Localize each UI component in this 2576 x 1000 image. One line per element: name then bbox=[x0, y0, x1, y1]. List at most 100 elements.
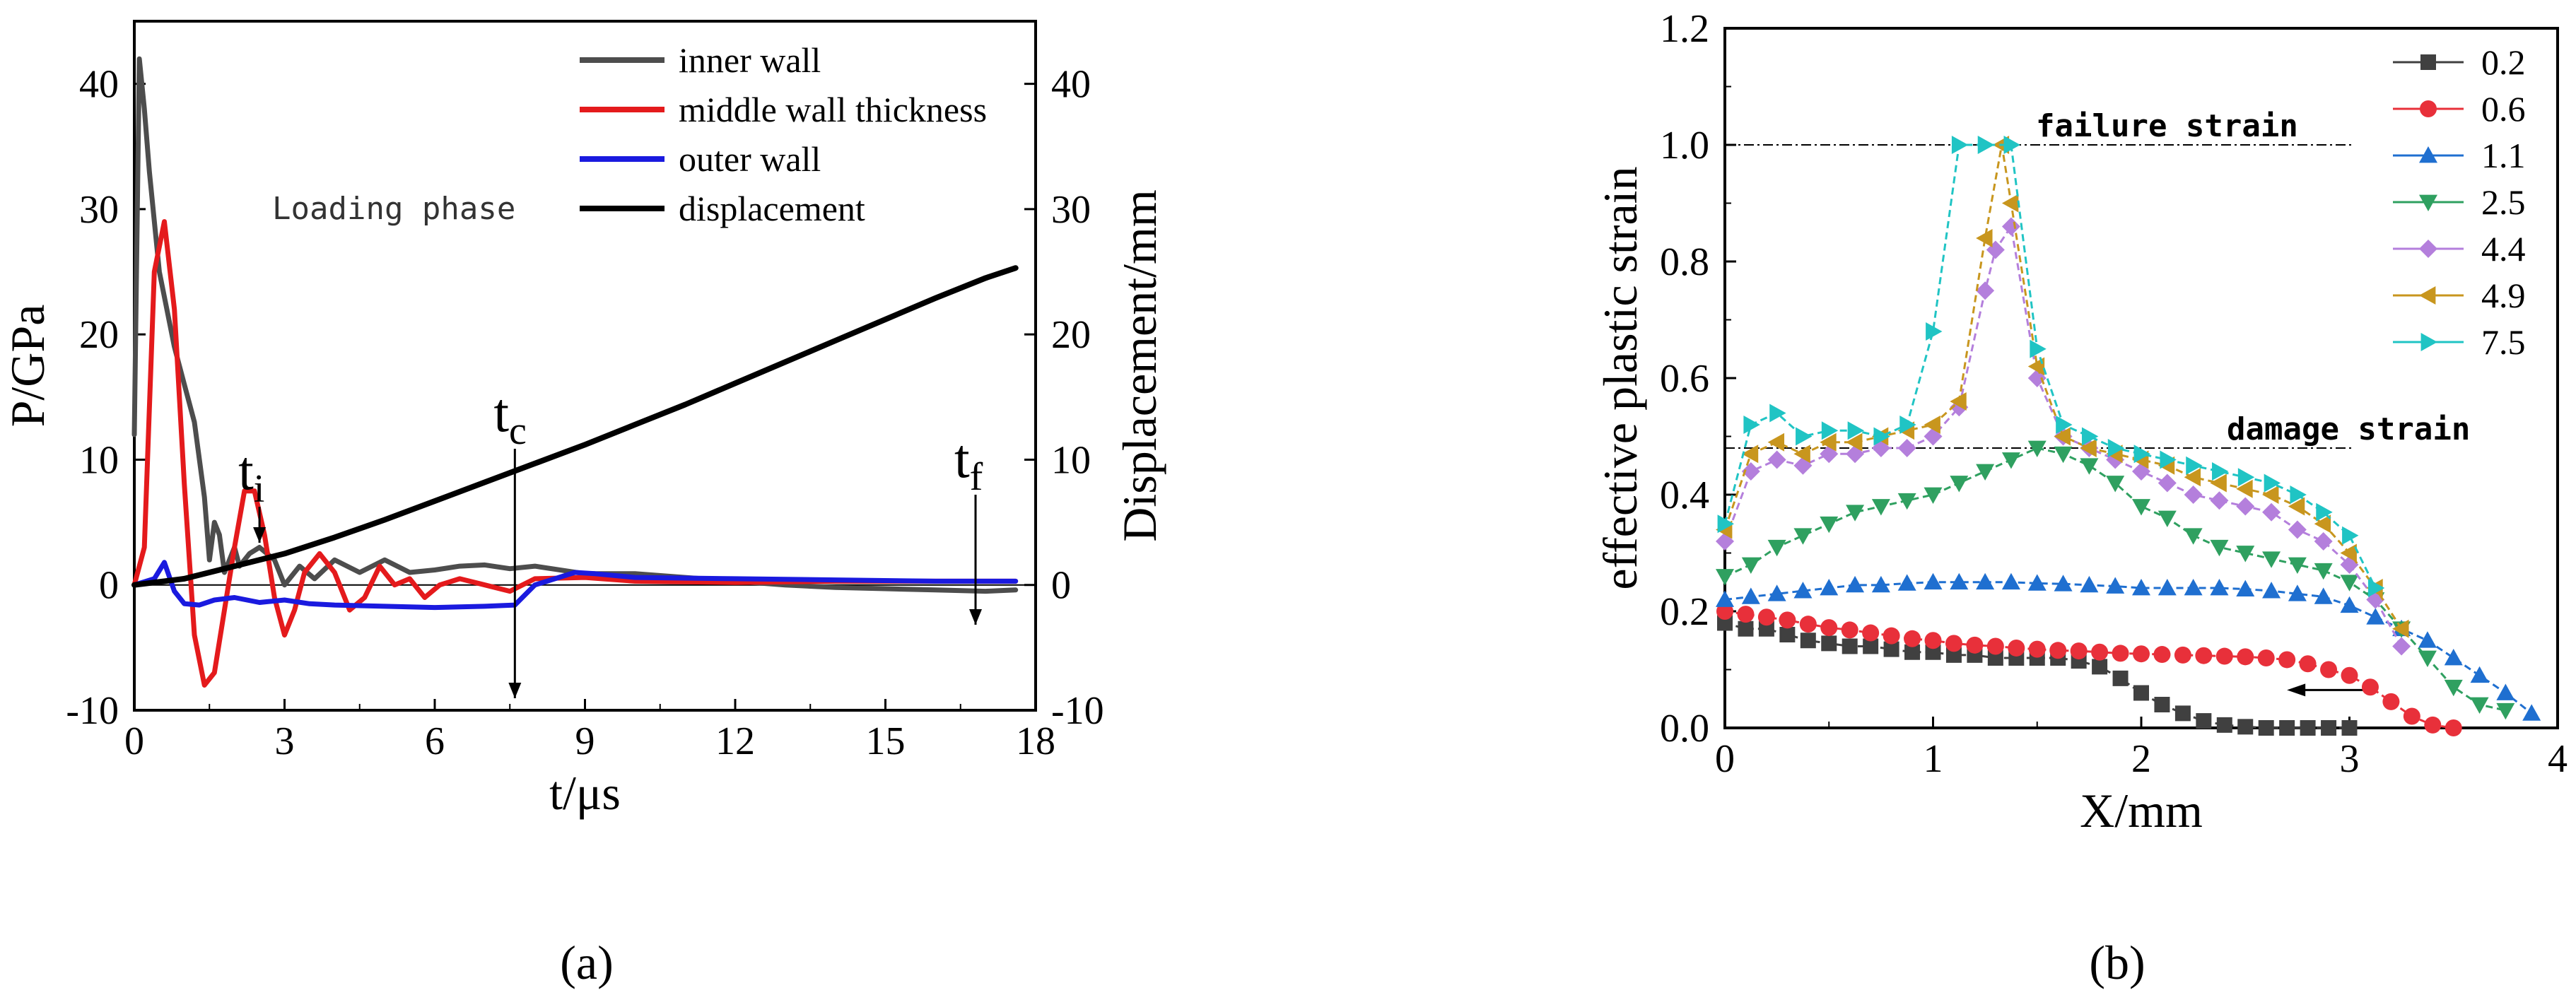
data-point-4-4 bbox=[2288, 520, 2307, 539]
legend-label-7-5: 7.5 bbox=[2481, 322, 2526, 362]
series-line-4-9 bbox=[1723, 144, 2403, 630]
data-point-2-5 bbox=[2288, 557, 2307, 574]
data-point-4-9 bbox=[1820, 433, 1837, 452]
ref-label-damage-strain: damage strain bbox=[2227, 411, 2470, 447]
x-tick-label-a: 0 bbox=[124, 719, 144, 763]
data-point-7-5 bbox=[2081, 427, 2099, 446]
data-point-4-9 bbox=[2236, 479, 2253, 498]
data-point-0-2 bbox=[1842, 638, 1858, 654]
legend-label-1-1: 1.1 bbox=[2481, 136, 2526, 175]
data-point-7-5 bbox=[2316, 502, 2333, 522]
data-point-2-5 bbox=[2314, 563, 2333, 580]
y-tick-label-a: 10 bbox=[79, 438, 119, 482]
data-point-0-2 bbox=[2237, 719, 2254, 735]
y-tick-label-a: -10 bbox=[66, 689, 119, 733]
y-tick-label-b: 0.4 bbox=[1660, 473, 1709, 517]
y-tick-label-a: 20 bbox=[79, 313, 119, 357]
data-point-4-4 bbox=[1741, 462, 1760, 481]
legend-marker-0-6 bbox=[2420, 100, 2437, 117]
x-tick-label-a: 18 bbox=[1016, 719, 1055, 763]
data-point-0-2 bbox=[1863, 638, 1879, 654]
data-point-7-5 bbox=[2212, 462, 2229, 481]
data-point-7-5 bbox=[1821, 421, 1839, 440]
legend-marker-2-5 bbox=[2419, 194, 2437, 211]
data-point-1-1 bbox=[1820, 579, 1839, 596]
data-point-0-6 bbox=[2382, 693, 2400, 710]
data-point-4-4 bbox=[2236, 497, 2255, 516]
legend-marker-0-2 bbox=[2420, 54, 2436, 70]
data-point-0-6 bbox=[2133, 645, 2150, 663]
data-point-4-9 bbox=[2054, 427, 2071, 446]
data-point-0-6 bbox=[2320, 661, 2338, 678]
y-axis-title-a: P/GPa bbox=[1, 305, 54, 428]
data-point-0-6 bbox=[2174, 646, 2191, 664]
data-point-0-6 bbox=[1820, 619, 1838, 637]
data-point-2-5 bbox=[1976, 464, 1995, 481]
series-line-displacement bbox=[131, 265, 1019, 588]
data-point-2-5 bbox=[2444, 679, 2463, 697]
y-tick-label-b: 0.6 bbox=[1660, 357, 1709, 401]
data-point-2-5 bbox=[2080, 458, 2099, 475]
x-tick-label-b: 4 bbox=[2548, 737, 2568, 781]
data-point-0-6 bbox=[2445, 719, 2462, 736]
data-point-2-5 bbox=[1716, 569, 1734, 586]
data-point-2-5 bbox=[2001, 452, 2020, 469]
data-point-4-4 bbox=[2210, 491, 2229, 510]
y-tick-label-b: 0.8 bbox=[1660, 240, 1709, 284]
data-point-0-2 bbox=[1945, 647, 1962, 663]
y2-tick-label-a: 0 bbox=[1051, 564, 1071, 608]
x-tick-label-a: 12 bbox=[715, 719, 755, 763]
data-point-7-5 bbox=[2237, 468, 2255, 487]
data-point-1-1 bbox=[2027, 574, 2047, 591]
data-point-0-6 bbox=[2215, 647, 2233, 665]
x-tick-label-a: 3 bbox=[275, 719, 295, 763]
data-point-7-5 bbox=[1717, 514, 1734, 534]
data-point-0-6 bbox=[2403, 707, 2420, 725]
data-point-0-6 bbox=[2049, 642, 2067, 659]
legend-label-2-5: 2.5 bbox=[2481, 182, 2526, 222]
data-point-4-9 bbox=[1950, 392, 1967, 411]
data-point-7-5 bbox=[2107, 439, 2125, 457]
y-tick-label-b: 1.0 bbox=[1660, 124, 1709, 167]
data-point-0-6 bbox=[1799, 616, 1817, 633]
data-point-4-4 bbox=[2262, 502, 2281, 522]
data-point-1-1 bbox=[2470, 666, 2489, 683]
data-point-7-5 bbox=[2160, 450, 2177, 469]
data-point-0-6 bbox=[1924, 632, 1942, 649]
data-point-0-2 bbox=[1738, 620, 1754, 637]
data-point-4-4 bbox=[2314, 532, 2333, 551]
legend-label-middle-wall-thickness: middle wall thickness bbox=[679, 90, 987, 129]
y2-tick-label-a: -10 bbox=[1051, 689, 1104, 733]
data-point-4-9 bbox=[2080, 439, 2097, 457]
data-point-0-6 bbox=[1757, 608, 1775, 626]
x-tick-label-a: 9 bbox=[575, 719, 595, 763]
marker-arrowhead-tc bbox=[508, 683, 522, 698]
data-point-1-1 bbox=[1897, 574, 1916, 591]
data-point-4-4 bbox=[2184, 486, 2203, 504]
loading-phase-annotation: Loading phase bbox=[272, 191, 515, 227]
data-point-4-9 bbox=[2001, 194, 2019, 213]
data-point-1-1 bbox=[2288, 584, 2307, 601]
data-point-0-6 bbox=[2112, 645, 2129, 662]
data-point-1-1 bbox=[1716, 590, 1734, 607]
legend-label-0-2: 0.2 bbox=[2481, 42, 2526, 82]
data-point-0-6 bbox=[2008, 639, 2025, 657]
data-point-2-5 bbox=[1793, 528, 1813, 545]
data-point-4-9 bbox=[1767, 433, 1785, 452]
data-point-0-2 bbox=[2258, 720, 2274, 736]
data-point-2-5 bbox=[2470, 697, 2489, 714]
y-tick-label-b: 0.2 bbox=[1660, 590, 1709, 634]
x-axis-title-b: X/mm bbox=[2080, 784, 2203, 837]
data-point-0-6 bbox=[2299, 655, 2317, 673]
data-point-0-2 bbox=[2216, 717, 2232, 733]
data-point-2-5 bbox=[2184, 528, 2203, 545]
data-point-7-5 bbox=[2133, 445, 2150, 464]
y2-axis-title-a: Displacement/mm bbox=[1113, 189, 1166, 542]
data-point-2-5 bbox=[2340, 575, 2359, 592]
panel-label-a: (a) bbox=[560, 936, 613, 989]
data-point-2-5 bbox=[2496, 702, 2515, 720]
data-point-1-1 bbox=[2132, 579, 2150, 596]
legend-label-displacement: displacement bbox=[679, 189, 865, 228]
legend-label-outer-wall: outer wall bbox=[679, 139, 821, 179]
data-point-0-6 bbox=[2257, 649, 2275, 666]
